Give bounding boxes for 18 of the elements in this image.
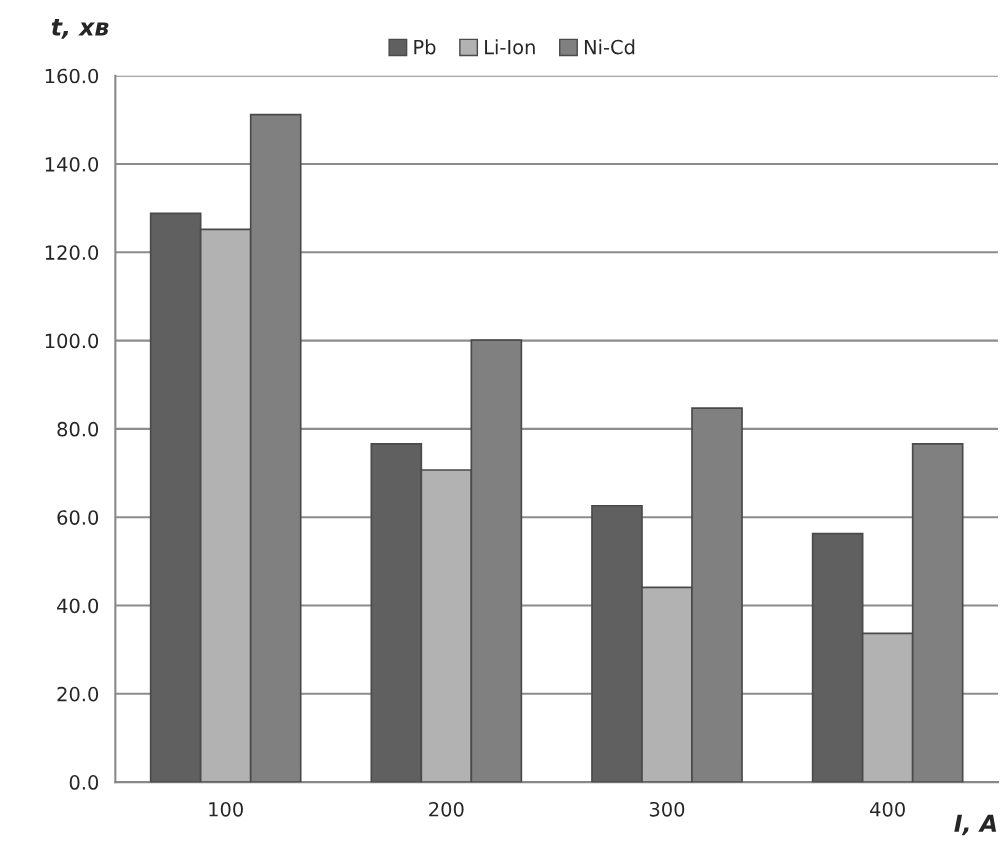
legend-label: Pb bbox=[414, 39, 436, 55]
y-tick-label: 100.0 bbox=[45, 333, 99, 349]
y-tick-label: 80.0 bbox=[57, 421, 99, 437]
y-tick-label: 160.0 bbox=[45, 68, 99, 84]
y-axis-title: t, хв bbox=[51, 18, 109, 39]
legend-label: Ni-Cd bbox=[584, 39, 635, 55]
y-tick-label: 0.0 bbox=[69, 775, 99, 790]
y-tick-label: 20.0 bbox=[57, 686, 99, 702]
x-axis-title: I, A bbox=[954, 814, 997, 836]
x-tick-label: 200 bbox=[429, 801, 464, 817]
x-tick-label: 300 bbox=[649, 801, 685, 817]
x-tick-label: 100 bbox=[209, 801, 243, 817]
y-tick-label: 140.0 bbox=[45, 156, 99, 172]
legend-label: Li-Ion bbox=[485, 39, 535, 55]
x-tick-label: 400 bbox=[870, 801, 905, 817]
y-tick-label: 40.0 bbox=[57, 598, 99, 614]
y-tick-label: 120.0 bbox=[45, 245, 99, 260]
y-tick-label: 60.0 bbox=[57, 510, 99, 525]
